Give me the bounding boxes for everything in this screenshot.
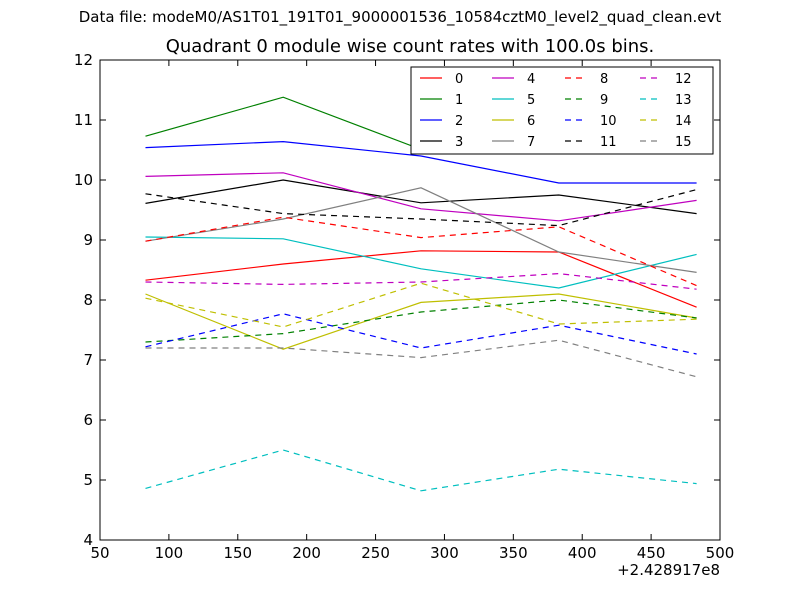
y-tick-label: 8 <box>83 291 93 309</box>
y-tick-label: 10 <box>74 171 93 189</box>
y-tick-label: 11 <box>74 111 93 129</box>
y-tick-label: 12 <box>74 51 93 69</box>
legend-label-1: 1 <box>455 93 463 108</box>
x-tick-label: 400 <box>568 544 597 562</box>
series-line-3 <box>145 179 697 215</box>
x-tick-label: 450 <box>637 544 666 562</box>
y-tick-label: 6 <box>83 411 93 429</box>
legend-label-9: 9 <box>600 93 608 108</box>
legend-label-14: 14 <box>675 114 692 129</box>
series-line-2 <box>145 140 697 184</box>
legend-label-8: 8 <box>600 72 608 87</box>
series-line-8 <box>145 216 697 287</box>
legend-label-7: 7 <box>527 135 535 150</box>
y-tick-label: 5 <box>83 471 93 489</box>
x-tick-label: 350 <box>499 544 528 562</box>
chart-title: Quadrant 0 module wise count rates with … <box>165 36 655 57</box>
legend-box <box>410 66 714 155</box>
legend-label-15: 15 <box>675 135 692 150</box>
legend-label-0: 0 <box>455 72 463 87</box>
series-line-6 <box>145 293 697 350</box>
series-line-0 <box>145 250 697 308</box>
series-line-11 <box>145 189 697 227</box>
y-tick-label: 4 <box>83 531 93 549</box>
x-tick-label: 150 <box>223 544 252 562</box>
y-tick-label: 9 <box>83 231 93 249</box>
x-axis-offset-label: +2.428917e8 <box>617 561 720 579</box>
legend-label-2: 2 <box>455 114 463 129</box>
legend-label-4: 4 <box>527 72 535 87</box>
series-line-14 <box>145 282 697 328</box>
series-line-9 <box>145 299 697 343</box>
series-line-4 <box>145 172 697 222</box>
series-line-15 <box>145 339 697 378</box>
x-tick-label: 250 <box>361 544 390 562</box>
y-tick-label: 7 <box>83 351 93 369</box>
x-tick-label: 300 <box>430 544 459 562</box>
x-tick-label: 100 <box>155 544 184 562</box>
legend-label-10: 10 <box>600 114 617 129</box>
legend-label-6: 6 <box>527 114 535 129</box>
figure-suptitle: Data file: modeM0/AS1T01_191T01_90000015… <box>78 8 722 26</box>
series-line-13 <box>145 449 697 492</box>
plot-frame <box>99 59 721 541</box>
x-tick-label: 500 <box>706 544 735 562</box>
series-line-5 <box>145 236 697 289</box>
x-tick-label: 200 <box>292 544 321 562</box>
legend-label-11: 11 <box>600 135 617 150</box>
legend-label-13: 13 <box>675 93 692 108</box>
legend-label-3: 3 <box>455 135 463 150</box>
series-line-12 <box>145 272 697 290</box>
legend-label-12: 12 <box>675 72 692 87</box>
legend-label-5: 5 <box>527 93 535 108</box>
series-line-7 <box>145 187 697 273</box>
x-tick-label: 50 <box>90 544 109 562</box>
